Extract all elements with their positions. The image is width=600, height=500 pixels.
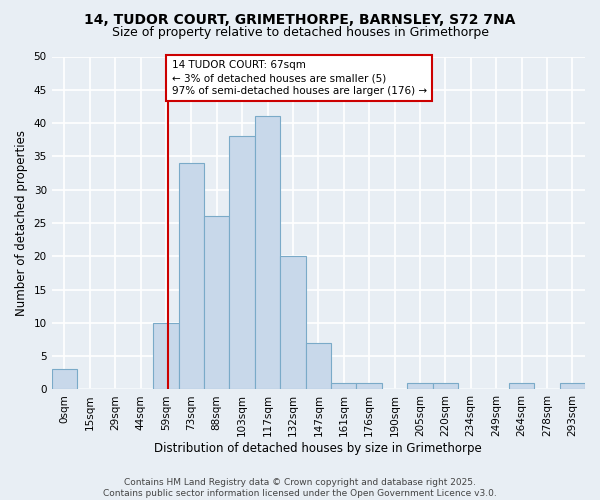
Bar bbox=[356, 383, 382, 390]
Bar bbox=[255, 116, 280, 390]
Bar bbox=[433, 383, 458, 390]
Bar bbox=[229, 136, 255, 390]
Y-axis label: Number of detached properties: Number of detached properties bbox=[15, 130, 28, 316]
Bar bbox=[52, 370, 77, 390]
Text: 14 TUDOR COURT: 67sqm
← 3% of detached houses are smaller (5)
97% of semi-detach: 14 TUDOR COURT: 67sqm ← 3% of detached h… bbox=[172, 60, 427, 96]
Bar bbox=[305, 343, 331, 390]
Bar bbox=[153, 323, 179, 390]
Bar bbox=[204, 216, 229, 390]
Text: Contains HM Land Registry data © Crown copyright and database right 2025.
Contai: Contains HM Land Registry data © Crown c… bbox=[103, 478, 497, 498]
Text: 14, TUDOR COURT, GRIMETHORPE, BARNSLEY, S72 7NA: 14, TUDOR COURT, GRIMETHORPE, BARNSLEY, … bbox=[85, 12, 515, 26]
Bar bbox=[509, 383, 534, 390]
Bar bbox=[179, 163, 204, 390]
Bar bbox=[560, 383, 585, 390]
Bar bbox=[407, 383, 433, 390]
X-axis label: Distribution of detached houses by size in Grimethorpe: Distribution of detached houses by size … bbox=[154, 442, 482, 455]
Text: Size of property relative to detached houses in Grimethorpe: Size of property relative to detached ho… bbox=[112, 26, 488, 39]
Bar bbox=[331, 383, 356, 390]
Bar bbox=[280, 256, 305, 390]
